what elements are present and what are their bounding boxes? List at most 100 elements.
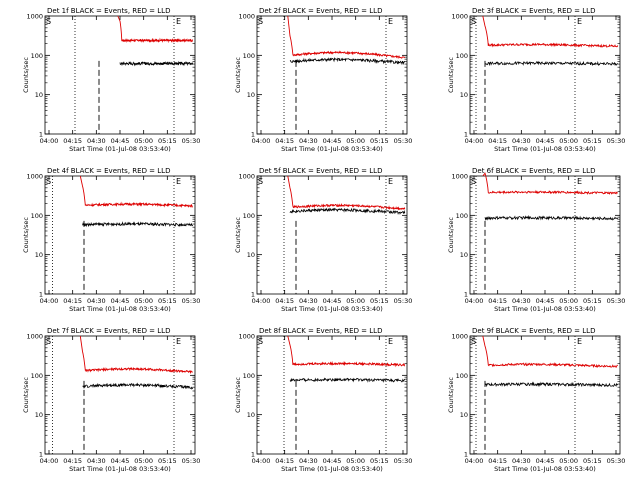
y-tick-label: 1 [39,291,43,299]
start-marker: S [46,17,51,26]
x-tick-label: 04:15 [275,137,294,145]
plot-frame [44,175,196,295]
end-marker: E [388,337,393,346]
y-tick-label: 100 [243,372,255,380]
x-tick-label: 04:30 [299,297,318,305]
y-axis-label: Counts/sec [447,217,455,253]
series-lld-line [287,335,406,368]
panel-title: Det 5f BLACK = Events, RED = LLD [259,167,382,175]
x-tick-label: 04:45 [111,137,130,145]
y-tick-label: 1000 [26,333,43,341]
x-tick-label: 04:15 [488,297,507,305]
end-marker: E [577,17,582,26]
x-tick-label: 04:30 [512,297,531,305]
y-tick-label: 100 [243,212,255,220]
x-tick-label: 05:00 [134,457,153,465]
x-tick-label: 05:15 [158,137,177,145]
x-axis-label: Start Time (01-Jul-08 03:53:40) [494,305,596,313]
y-tick-label: 1000 [238,173,255,181]
series-events-line [82,221,194,228]
x-tick-label: 04:30 [87,297,106,305]
x-tick-label: 04:15 [63,297,82,305]
panel-det-3: Det 3f BLACK = Events, RED = LLD 1 10 100 10… [447,7,625,153]
end-marker: E [176,17,181,26]
y-tick-label: 1 [464,451,468,459]
y-tick-label: 100 [456,372,468,380]
x-tick-label: 04:45 [536,457,555,465]
x-tick-label: 04:00 [252,297,271,305]
x-axis-label: Start Time (01-Jul-08 03:53:40) [69,145,171,153]
x-tick-label: 05:30 [394,297,413,305]
x-tick-label: 05:30 [607,457,626,465]
series-lld-line [79,175,193,208]
plot-frame [256,15,408,135]
x-tick-label: 04:45 [323,297,342,305]
x-tick-label: 05:30 [394,137,413,145]
series-lld-line [79,335,194,375]
x-tick-label: 04:45 [536,297,555,305]
series-events-line [484,214,619,221]
y-tick-label: 10 [460,91,468,99]
panel-title: Det 6f BLACK = Events, RED = LLD [472,167,595,175]
x-tick-label: 04:30 [299,137,318,145]
x-tick-label: 04:45 [323,137,342,145]
y-tick-label: 10 [460,251,468,259]
x-tick-label: 04:00 [252,457,271,465]
plot-frame [44,335,196,455]
start-marker: S [471,177,476,186]
y-tick-label: 100 [31,372,43,380]
x-tick-label: 04:15 [275,297,294,305]
end-marker: E [388,17,393,26]
y-axis-label: Counts/sec [234,57,242,93]
x-tick-label: 04:30 [512,137,531,145]
plot-frame [469,15,621,135]
y-tick-label: 100 [31,52,43,60]
series-events-line [82,382,194,390]
panel-title: Det 1f BLACK = Events, RED = LLD [47,7,170,15]
end-marker: E [176,337,181,346]
start-marker: S [258,17,263,26]
x-tick-label: 05:00 [346,297,365,305]
x-tick-label: 04:00 [252,137,271,145]
x-tick-label: 05:15 [370,137,389,145]
panel-det-8: Det 8f BLACK = Events, RED = LLD 1 10 100 10… [234,327,412,473]
x-axis-label: Start Time (01-Jul-08 03:53:40) [69,465,171,473]
y-tick-label: 10 [460,411,468,419]
x-tick-label: 05:00 [559,457,578,465]
y-tick-label: 1 [251,131,255,139]
y-tick-label: 1000 [26,13,43,21]
end-marker: E [577,337,582,346]
y-tick-label: 100 [243,52,255,60]
series-lld-line [482,172,619,195]
x-tick-label: 04:15 [488,457,507,465]
x-tick-label: 04:00 [465,457,484,465]
x-tick-label: 04:00 [40,457,59,465]
y-tick-label: 100 [456,212,468,220]
y-tick-label: 1 [39,131,43,139]
x-tick-label: 05:00 [134,137,153,145]
start-marker: S [471,17,476,26]
y-axis-label: Counts/sec [234,217,242,253]
x-tick-label: 05:15 [583,457,602,465]
x-tick-label: 04:30 [512,457,531,465]
x-tick-label: 05:00 [346,137,365,145]
x-tick-label: 04:30 [299,457,318,465]
y-tick-label: 1 [39,451,43,459]
panel-title: Det 9f BLACK = Events, RED = LLD [472,327,595,335]
end-marker: E [577,177,582,186]
x-tick-label: 04:15 [63,457,82,465]
series-events-line [289,56,406,66]
x-tick-label: 05:30 [394,457,413,465]
plot-frame [469,175,621,295]
x-tick-label: 04:45 [323,457,342,465]
end-marker: E [176,177,181,186]
x-axis-label: Start Time (01-Jul-08 03:53:40) [494,145,596,153]
y-tick-label: 10 [35,251,43,259]
plot-frame [256,175,408,295]
y-axis-label: Counts/sec [447,377,455,413]
y-axis-label: Counts/sec [447,57,455,93]
panel-title: Det 4f BLACK = Events, RED = LLD [47,167,170,175]
y-axis-label: Counts/sec [22,217,30,253]
y-tick-label: 1 [464,291,468,299]
x-tick-label: 04:30 [87,137,106,145]
